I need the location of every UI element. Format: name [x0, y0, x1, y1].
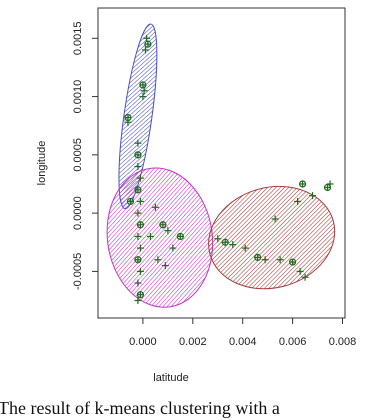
caption: The result of k-means clustering with a — [0, 398, 280, 418]
data-point — [136, 291, 145, 299]
cluster-ellipse — [106, 167, 214, 308]
data-point — [136, 221, 145, 229]
x-tick-label: 0.000 — [129, 336, 157, 348]
data-point — [134, 186, 142, 194]
data-point — [134, 151, 142, 159]
data-point — [136, 267, 144, 275]
y-tick-label: 0.0000 — [72, 196, 84, 230]
data-point — [169, 244, 177, 252]
data-point — [134, 209, 142, 217]
data-point — [139, 93, 147, 101]
y-tick-label: 0.0005 — [72, 138, 84, 172]
data-point — [134, 256, 142, 264]
data-point — [151, 203, 159, 211]
data-point — [140, 87, 148, 95]
data-point — [301, 273, 309, 281]
data-point — [276, 256, 284, 264]
data-point — [141, 46, 149, 54]
data-point — [143, 34, 151, 42]
x-tick-label: 0.008 — [329, 336, 357, 348]
x-tick-label: 0.002 — [179, 336, 207, 348]
data-point — [229, 241, 237, 249]
plot-frame — [97, 7, 346, 319]
y-axis-label: longitude — [36, 141, 48, 186]
data-point — [161, 262, 169, 270]
data-point — [296, 267, 304, 275]
data-point — [139, 81, 147, 89]
data-point — [294, 197, 302, 205]
data-point — [164, 227, 172, 235]
data-point — [134, 279, 142, 287]
data-point — [134, 139, 142, 147]
data-point — [221, 238, 229, 246]
data-point — [154, 256, 162, 264]
data-point — [134, 162, 142, 170]
x-tick-label: 0.006 — [279, 336, 307, 348]
data-point — [159, 221, 167, 229]
x-axis-label: latitude — [153, 372, 188, 384]
data-point — [134, 232, 142, 240]
data-point — [136, 244, 144, 252]
data-point — [254, 253, 262, 261]
data-point — [323, 183, 332, 192]
data-point — [298, 180, 307, 188]
y-tick-label: 0.0010 — [72, 80, 84, 114]
data-point — [124, 118, 132, 126]
x-tick-label: 0.004 — [229, 336, 257, 348]
data-point — [126, 197, 135, 206]
data-point — [241, 244, 249, 252]
data-point — [136, 197, 144, 205]
data-point — [261, 256, 269, 264]
y-tick-label: -0.0005 — [72, 253, 84, 290]
data-point — [214, 235, 222, 243]
cluster-ellipse — [208, 185, 336, 290]
data-point — [134, 297, 142, 305]
data-point — [271, 215, 279, 223]
data-point — [176, 232, 184, 241]
data-point — [289, 258, 297, 266]
data-point — [136, 174, 144, 182]
data-point — [144, 40, 152, 48]
data-point — [146, 232, 154, 240]
y-tick-label: 0.0015 — [72, 21, 84, 55]
data-point — [309, 192, 317, 200]
